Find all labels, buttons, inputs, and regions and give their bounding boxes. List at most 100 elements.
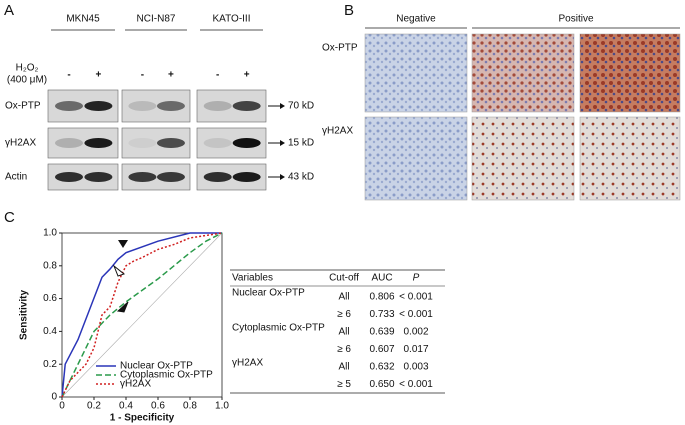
x-tick-label: 0.6 [151, 401, 165, 412]
column-label: Negative [396, 14, 436, 25]
blot-row-label: γH2AX [5, 138, 36, 149]
y-tick-label: 1.0 [43, 228, 57, 239]
cell-line: KATO-III [213, 14, 251, 25]
table-p: 0.002 [403, 327, 428, 338]
band [128, 101, 157, 111]
table-cutoff: ≥ 5 [337, 379, 351, 390]
panel-label: B [344, 2, 354, 19]
x-tick-label: 0.2 [87, 401, 101, 412]
column-label: Positive [558, 14, 593, 25]
table-p: 0.017 [403, 344, 428, 355]
ihc-row-label: Ox-PTP [322, 43, 358, 54]
band [55, 138, 83, 148]
table-p: 0.003 [403, 362, 428, 373]
lane-sign: - [216, 70, 219, 81]
table-p: < 0.001 [399, 292, 433, 303]
band [55, 101, 83, 111]
annotation-arrowhead [118, 240, 128, 248]
roc-curve [61, 232, 222, 398]
table-auc: 0.632 [369, 362, 394, 373]
annotation-arrow-open [112, 264, 126, 277]
band [55, 172, 83, 182]
ihc-image [579, 116, 681, 201]
ihc-image [471, 33, 575, 113]
ihc-image [579, 33, 681, 113]
roc-curve [61, 232, 223, 398]
table-auc: 0.639 [369, 327, 394, 338]
roc-curve [61, 232, 223, 398]
x-tick-label: 0 [59, 401, 65, 412]
table-auc: 0.650 [369, 379, 394, 390]
table-cutoff: All [338, 362, 349, 373]
band [203, 101, 232, 111]
ihc-image [364, 116, 468, 201]
y-tick-label: 0.6 [43, 293, 57, 304]
ihc-image [364, 33, 468, 113]
cell-line: MKN45 [66, 14, 100, 25]
band [156, 138, 185, 148]
ihc-row-label: γH2AX [322, 126, 353, 137]
band [84, 172, 113, 182]
table-auc: 0.806 [369, 292, 394, 303]
y-tick-label: 0.2 [43, 359, 57, 370]
lane-sign: + [95, 70, 101, 81]
band [232, 172, 261, 182]
arrow-head [280, 174, 285, 180]
band [232, 101, 261, 111]
x-tick-label: 1.0 [215, 401, 229, 412]
band [156, 101, 185, 111]
panel-label: A [4, 2, 14, 19]
annotation-arrow-solid [116, 301, 129, 313]
plot-frame [61, 232, 223, 398]
band [128, 172, 157, 182]
table-auc: 0.733 [369, 309, 394, 320]
table-header: Cut-off [329, 273, 359, 284]
arrow-head [280, 103, 285, 109]
legend-label: γH2AX [120, 379, 151, 390]
x-tick-label: 0.8 [183, 401, 197, 412]
treatment: H₂O₂ [16, 63, 39, 74]
lane-sign: + [168, 70, 174, 81]
y-tick-label: 0 [51, 392, 57, 403]
band [84, 101, 113, 111]
lane-sign: - [67, 70, 70, 81]
table-auc: 0.607 [369, 344, 394, 355]
table-variable: Nuclear Ox-PTP [232, 288, 305, 299]
table-header: AUC [371, 273, 392, 284]
legend-label: Cytoplasmic Ox-PTP [120, 370, 213, 381]
band [232, 138, 261, 148]
table-p: < 0.001 [399, 309, 433, 320]
lane-sign: + [244, 70, 250, 81]
x-axis-label: 1 - Specificity [110, 413, 175, 424]
band [156, 172, 185, 182]
band [203, 172, 232, 182]
band [128, 138, 157, 148]
y-tick-label: 0.4 [43, 326, 57, 337]
table-cutoff: All [338, 292, 349, 303]
blot-row-label: Actin [5, 172, 27, 183]
table-cutoff: ≥ 6 [337, 309, 351, 320]
lane-sign: - [141, 70, 144, 81]
ihc-image [471, 116, 575, 201]
table-variable: γH2AX [232, 358, 263, 369]
table-header: Variables [232, 273, 273, 284]
table-cutoff: All [338, 327, 349, 338]
band [203, 138, 232, 148]
table-cutoff: ≥ 6 [337, 344, 351, 355]
table-header: P [413, 273, 420, 284]
size-label: 43 kD [288, 172, 314, 183]
y-tick-label: 0.8 [43, 260, 57, 271]
table-variable: Cytoplasmic Ox-PTP [232, 323, 325, 334]
table-p: < 0.001 [399, 379, 433, 390]
size-label: 70 kD [288, 101, 314, 112]
cell-line: NCI-N87 [137, 14, 176, 25]
x-tick-label: 0.4 [119, 401, 133, 412]
panel-label: C [4, 209, 15, 226]
band [84, 138, 113, 148]
legend-label: Nuclear Ox-PTP [120, 361, 193, 372]
y-axis-label: Sensitivity [19, 290, 30, 340]
treatment-dose: (400 μM) [7, 75, 47, 86]
blot-row-label: Ox-PTP [5, 101, 41, 112]
arrow-head [280, 140, 285, 146]
